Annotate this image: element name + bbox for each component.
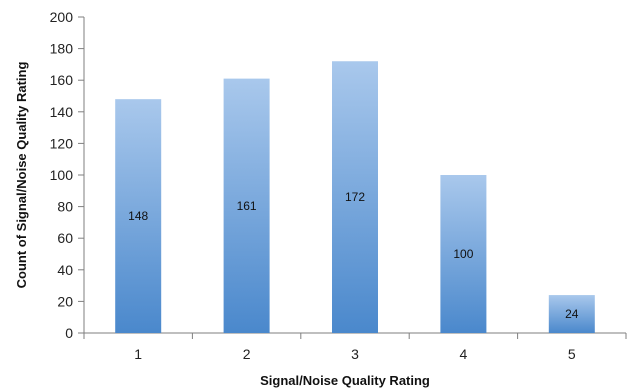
x-axis-title: Signal/Noise Quality Rating	[260, 373, 430, 388]
y-tick-label: 40	[57, 262, 73, 278]
y-tick-label: 200	[50, 9, 74, 25]
x-tick-label: 4	[460, 346, 468, 362]
x-tick-label: 2	[243, 346, 251, 362]
bar	[115, 99, 162, 333]
x-axis: 1 2 3 4 5	[83, 332, 627, 362]
y-tick-label: 160	[50, 72, 74, 88]
bar-value-label: 100	[453, 247, 473, 261]
bar-value-label: 161	[237, 199, 257, 213]
y-tick-label: 80	[57, 199, 73, 215]
y-axis: 0 20 40 60 80 100 120 140 160 180 200	[50, 9, 85, 341]
y-tick-label: 60	[57, 230, 73, 246]
data-labels: 148 161 172 100 24	[128, 190, 579, 321]
y-tick-label: 120	[50, 135, 74, 151]
y-tick-label: 140	[50, 104, 74, 120]
bar-value-label: 24	[565, 307, 579, 321]
bar	[223, 78, 270, 334]
x-tick-label: 1	[134, 346, 142, 362]
bar	[548, 295, 595, 333]
y-tick-label: 20	[57, 293, 73, 309]
bar-value-label: 172	[345, 190, 365, 204]
y-tick-label: 0	[65, 325, 73, 341]
bars	[115, 61, 595, 334]
bar-value-label: 148	[128, 209, 148, 223]
y-tick-label: 180	[50, 41, 74, 57]
bar	[440, 175, 487, 333]
x-tick-label: 3	[351, 346, 359, 362]
x-tick-label: 5	[568, 346, 576, 362]
bar	[332, 61, 378, 334]
y-axis-title: Count of Signal/Noise Quality Rating	[14, 62, 29, 289]
y-tick-label: 100	[50, 167, 74, 183]
